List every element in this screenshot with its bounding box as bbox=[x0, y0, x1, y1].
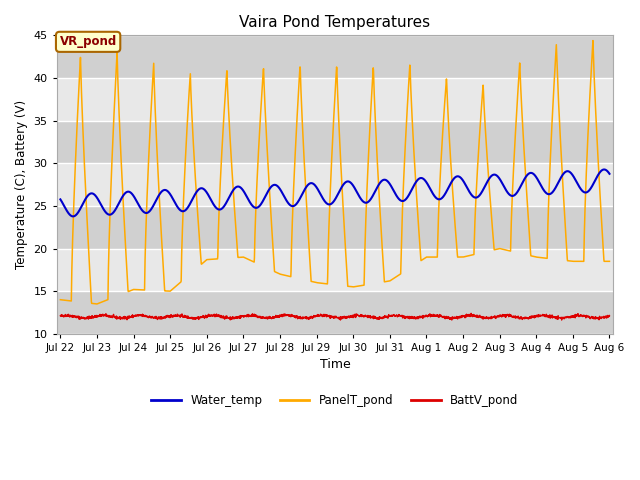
Bar bbox=[57, 206, 613, 249]
Legend: Water_temp, PanelT_pond, BattV_pond: Water_temp, PanelT_pond, BattV_pond bbox=[147, 389, 524, 411]
Bar bbox=[57, 78, 613, 120]
Title: Vaira Pond Temperatures: Vaira Pond Temperatures bbox=[239, 15, 431, 30]
Y-axis label: Temperature (C), Battery (V): Temperature (C), Battery (V) bbox=[15, 100, 28, 269]
Bar bbox=[57, 249, 613, 291]
Text: VR_pond: VR_pond bbox=[60, 36, 116, 48]
Bar bbox=[57, 163, 613, 206]
Bar bbox=[57, 291, 613, 334]
Bar bbox=[57, 36, 613, 78]
Bar bbox=[57, 120, 613, 163]
X-axis label: Time: Time bbox=[319, 359, 350, 372]
